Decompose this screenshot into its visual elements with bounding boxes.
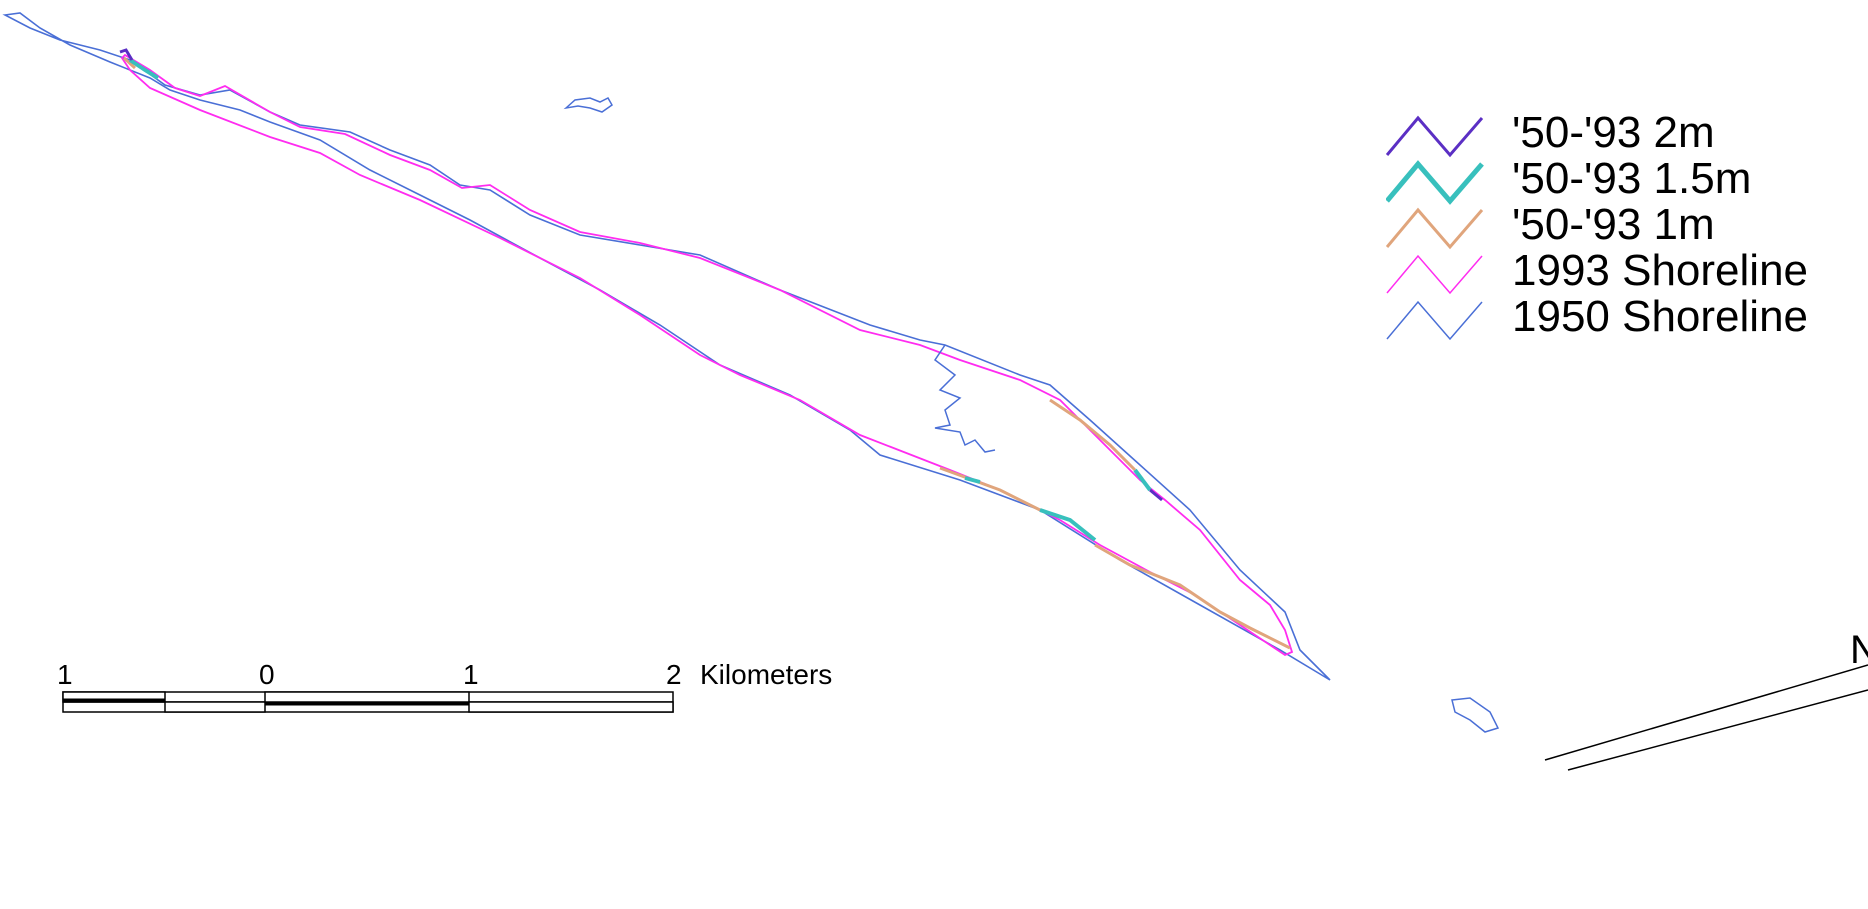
change-1m-segment <box>122 56 137 70</box>
legend-item-1m: '50-'93 1m <box>1386 200 1866 250</box>
legend-item-1993: 1993 Shoreline <box>1386 246 1866 295</box>
north-label: N <box>1850 628 1868 672</box>
scale-unit-label: Kilometers <box>700 659 833 690</box>
scale-tick-label: 0 <box>259 659 275 690</box>
legend-swatch-1m <box>1386 207 1484 250</box>
legend-item-1950: 1950 Shoreline <box>1386 292 1866 341</box>
scale-bar <box>62 691 674 713</box>
scale-tick-label: 1 <box>57 659 73 690</box>
legend-label: '50-'93 2m <box>1512 108 1715 157</box>
legend-swatch-1-5m <box>1386 160 1484 205</box>
north-arrow <box>1544 664 1868 771</box>
scale-tick-label: 2 <box>666 659 682 690</box>
small-island-east <box>1451 697 1500 733</box>
change-1-5m-segment <box>1133 468 1152 492</box>
legend-item-1-5m: '50-'93 1.5m <box>1386 154 1866 205</box>
shoreline-1993 <box>120 53 1294 657</box>
legend-swatch-2m <box>1386 115 1484 158</box>
change-1m-segment <box>939 466 1041 512</box>
legend-label: 1993 Shoreline <box>1512 246 1809 295</box>
legend-label: '50-'93 1m <box>1512 200 1715 249</box>
change-1-5m-segment <box>128 58 160 80</box>
scale-tick-label: 1 <box>463 659 479 690</box>
creek-channel <box>933 344 996 453</box>
change-1-5m-segment <box>964 476 981 484</box>
shoreline-1950 <box>2 12 1331 681</box>
legend-label: '50-'93 1.5m <box>1512 154 1752 203</box>
change-1-5m-segment <box>1039 508 1097 542</box>
legend-swatch-1950 <box>1386 300 1483 341</box>
legend-swatch-1993 <box>1386 254 1483 295</box>
change-2m-segment <box>1149 488 1163 502</box>
change-2m-segment <box>119 48 134 61</box>
change-1m-segment <box>1049 398 1137 472</box>
legend-item-2m: '50-'93 2m <box>1386 108 1866 158</box>
legend-label: 1950 Shoreline <box>1512 292 1809 341</box>
small-island <box>563 97 613 113</box>
change-1m-segment <box>1094 543 1291 650</box>
